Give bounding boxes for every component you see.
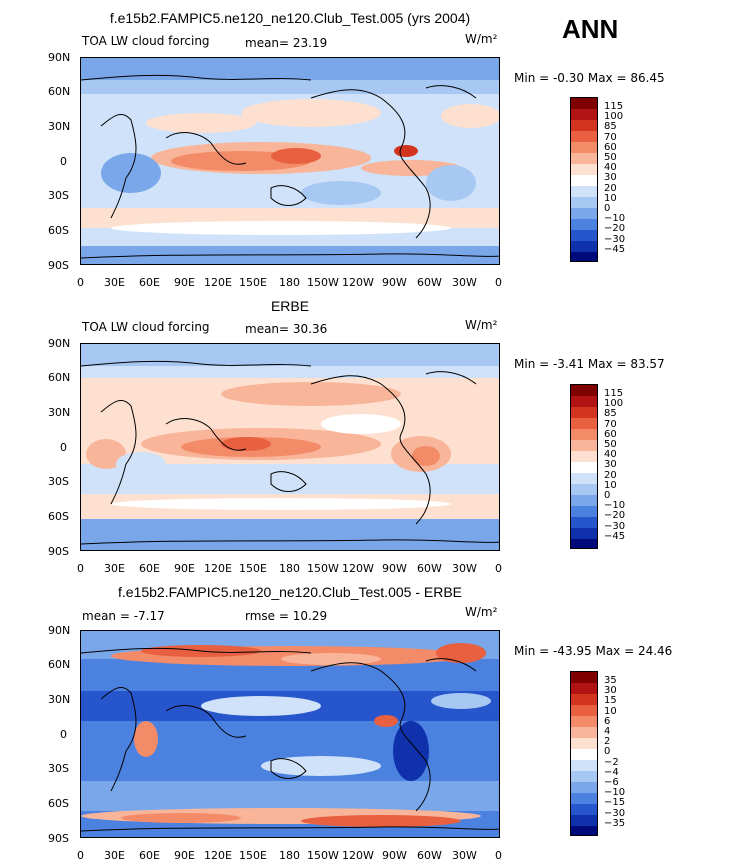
p1-xtick-0-end: 0 [495, 276, 502, 289]
panel2-map [80, 343, 500, 551]
p1-xtick-60w: 60W [417, 276, 442, 289]
p2-xtick-120e: 120E [204, 562, 232, 575]
p1-xtick-90w: 90W [382, 276, 407, 289]
panel2-mean: mean= 30.36 [245, 322, 328, 336]
p3-xtick-120e: 120E [204, 849, 232, 862]
p2-xtick-150e: 150E [239, 562, 267, 575]
panel2-units: W/m² [465, 318, 498, 332]
p2-xtick-60w: 60W [417, 562, 442, 575]
p3-xtick-150e: 150E [239, 849, 267, 862]
p2-xtick-150w: 150W [307, 562, 339, 575]
p3-xtick-90e: 90E [174, 849, 195, 862]
p2-xtick-0: 0 [77, 562, 84, 575]
p3-ytick-90n: 90N [48, 624, 71, 637]
p1-xtick-90e: 90E [174, 276, 195, 289]
p3-xtick-120w: 120W [342, 849, 374, 862]
p3-xtick-0: 0 [77, 849, 84, 862]
p2-xtick-0-end: 0 [495, 562, 502, 575]
p3-xtick-90w: 90W [382, 849, 407, 862]
p1-xtick-60e: 60E [139, 276, 160, 289]
panel2-minmax: Min = -3.41 Max = 83.57 [514, 357, 665, 371]
p1-ytick-30s: 30S [48, 189, 69, 202]
p2-xtick-90e: 90E [174, 562, 195, 575]
p2-ytick-30n: 30N [48, 406, 71, 419]
p1-xtick-120e: 120E [204, 276, 232, 289]
panel1-colorbar-labels: 115 100 85 70 60 50 40 30 20 10 0 −10 −20 −30 −45 [604, 101, 626, 255]
panel1-map [80, 57, 500, 265]
p1-xtick-120w: 120W [342, 276, 374, 289]
p1-xtick-30w: 30W [452, 276, 477, 289]
panel2-title: ERBE [270, 298, 310, 314]
panel2-colorbar-labels: 115 100 85 70 60 50 40 30 20 10 0 −10 −20 −30 −45 [604, 388, 626, 542]
p1-xtick-150e: 150E [239, 276, 267, 289]
panel3-minmax: Min = -43.95 Max = 24.46 [514, 644, 673, 658]
p1-xtick-0: 0 [77, 276, 84, 289]
panel1-mean: mean= 23.19 [245, 36, 328, 50]
panel3-title: f.e15b2.FAMPIC5.ne120_ne120.Club_Test.00… [118, 584, 462, 600]
p3-ytick-60s: 60S [48, 797, 69, 810]
p1-xtick-180: 180 [279, 276, 300, 289]
p2-ytick-90s: 90S [48, 545, 69, 558]
panel1-minmax: Min = -0.30 Max = 86.45 [514, 71, 665, 85]
p1-xtick-30e: 30E [104, 276, 125, 289]
season-label: ANN [562, 14, 619, 44]
p1-ytick-eq: 0 [60, 155, 67, 168]
p1-ytick-60n: 60N [48, 85, 71, 98]
panel1-colorbar [570, 97, 598, 262]
panel1-title: f.e15b2.FAMPIC5.ne120_ne120.Club_Test.00… [109, 10, 471, 26]
p1-ytick-30n: 30N [48, 120, 71, 133]
p3-ytick-30s: 30S [48, 762, 69, 775]
panel3-rmse: rmse = 10.29 [245, 609, 328, 623]
p2-ytick-60s: 60S [48, 510, 69, 523]
p1-xtick-150w: 150W [307, 276, 339, 289]
p3-xtick-60w: 60W [417, 849, 442, 862]
p2-xtick-30e: 30E [104, 562, 125, 575]
panel3-map [80, 630, 500, 838]
panel3-colorbar [570, 671, 598, 836]
p2-ytick-30s: 30S [48, 475, 69, 488]
panel3-colorbar-labels: 35 30 15 10 6 4 2 0 −2 −4 −6 −10 −15 −30 −35 [604, 675, 626, 829]
p3-xtick-30e: 30E [104, 849, 125, 862]
p1-ytick-90n: 90N [48, 51, 71, 64]
p3-ytick-90s: 90S [48, 832, 69, 845]
panel2-map-field [81, 344, 499, 550]
p2-ytick-90n: 90N [48, 337, 71, 350]
p2-xtick-90w: 90W [382, 562, 407, 575]
p3-ytick-eq: 0 [60, 728, 67, 741]
p3-xtick-0-end: 0 [495, 849, 502, 862]
p2-xtick-180: 180 [279, 562, 300, 575]
panel3-mean: mean = -7.17 [82, 609, 165, 623]
p3-ytick-60n: 60N [48, 658, 71, 671]
panel1-units: W/m² [465, 32, 498, 46]
panel2-colorbar [570, 384, 598, 549]
panel3-units: W/m² [465, 605, 498, 619]
p3-xtick-60e: 60E [139, 849, 160, 862]
p3-ytick-30n: 30N [48, 693, 71, 706]
p2-xtick-120w: 120W [342, 562, 374, 575]
p2-xtick-60e: 60E [139, 562, 160, 575]
p3-xtick-180: 180 [279, 849, 300, 862]
p2-ytick-60n: 60N [48, 371, 71, 384]
panel1-field-label: TOA LW cloud forcing [82, 34, 210, 48]
panel2-field-label: TOA LW cloud forcing [82, 320, 210, 334]
p2-xtick-30w: 30W [452, 562, 477, 575]
p2-ytick-eq: 0 [60, 441, 67, 454]
p1-ytick-60s: 60S [48, 224, 69, 237]
p3-xtick-150w: 150W [307, 849, 339, 862]
panel1-map-field [81, 58, 499, 264]
p3-xtick-30w: 30W [452, 849, 477, 862]
panel3-map-field [81, 631, 499, 837]
p1-ytick-90s: 90S [48, 259, 69, 272]
